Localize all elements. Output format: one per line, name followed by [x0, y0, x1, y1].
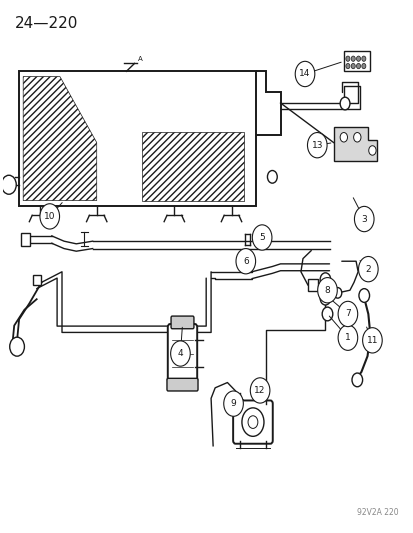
Text: 13: 13	[311, 141, 322, 150]
Circle shape	[339, 133, 347, 142]
Circle shape	[307, 133, 326, 158]
Circle shape	[356, 63, 360, 69]
FancyBboxPatch shape	[167, 324, 197, 383]
FancyBboxPatch shape	[33, 276, 40, 285]
FancyBboxPatch shape	[21, 233, 30, 246]
Circle shape	[321, 307, 332, 321]
Text: 7: 7	[344, 310, 350, 319]
Circle shape	[351, 373, 362, 387]
Circle shape	[362, 328, 381, 353]
Circle shape	[170, 341, 190, 366]
Polygon shape	[333, 127, 375, 161]
FancyBboxPatch shape	[233, 400, 272, 443]
Circle shape	[267, 171, 277, 183]
Circle shape	[319, 273, 330, 287]
Circle shape	[339, 97, 349, 110]
FancyBboxPatch shape	[19, 71, 255, 206]
Circle shape	[345, 56, 349, 61]
FancyBboxPatch shape	[166, 378, 197, 391]
Circle shape	[235, 248, 255, 274]
Text: 6: 6	[242, 257, 248, 266]
Circle shape	[353, 133, 360, 142]
Text: 14: 14	[299, 69, 310, 78]
Circle shape	[40, 204, 59, 229]
Circle shape	[337, 325, 357, 350]
Circle shape	[252, 225, 271, 250]
Circle shape	[368, 146, 375, 155]
Circle shape	[2, 175, 16, 194]
FancyBboxPatch shape	[171, 316, 193, 329]
FancyBboxPatch shape	[343, 51, 370, 71]
Text: 4: 4	[177, 349, 183, 358]
Text: 12: 12	[254, 386, 265, 395]
Circle shape	[361, 63, 365, 69]
Circle shape	[345, 63, 349, 69]
Text: 3: 3	[361, 214, 366, 223]
Text: 5: 5	[259, 233, 264, 242]
Circle shape	[319, 292, 330, 305]
Circle shape	[350, 56, 354, 61]
Circle shape	[333, 288, 341, 298]
Text: 9: 9	[230, 399, 236, 408]
Circle shape	[337, 301, 357, 327]
Text: 8: 8	[324, 286, 330, 295]
Circle shape	[294, 61, 314, 87]
Circle shape	[247, 416, 257, 429]
Text: 1: 1	[344, 333, 350, 342]
FancyBboxPatch shape	[307, 279, 317, 292]
Text: 24—220: 24—220	[15, 16, 78, 31]
Text: 10: 10	[44, 212, 55, 221]
Text: 92V2A 220: 92V2A 220	[356, 508, 398, 517]
Circle shape	[350, 63, 354, 69]
Circle shape	[223, 391, 243, 416]
Text: 2: 2	[365, 265, 370, 273]
Circle shape	[354, 206, 373, 232]
Circle shape	[9, 337, 24, 356]
Circle shape	[250, 378, 269, 403]
Circle shape	[241, 408, 263, 437]
Text: 11: 11	[366, 336, 377, 345]
Circle shape	[358, 289, 369, 302]
Circle shape	[358, 256, 377, 282]
Circle shape	[361, 56, 365, 61]
Circle shape	[356, 56, 360, 61]
Text: A: A	[138, 56, 142, 62]
Circle shape	[317, 278, 337, 303]
